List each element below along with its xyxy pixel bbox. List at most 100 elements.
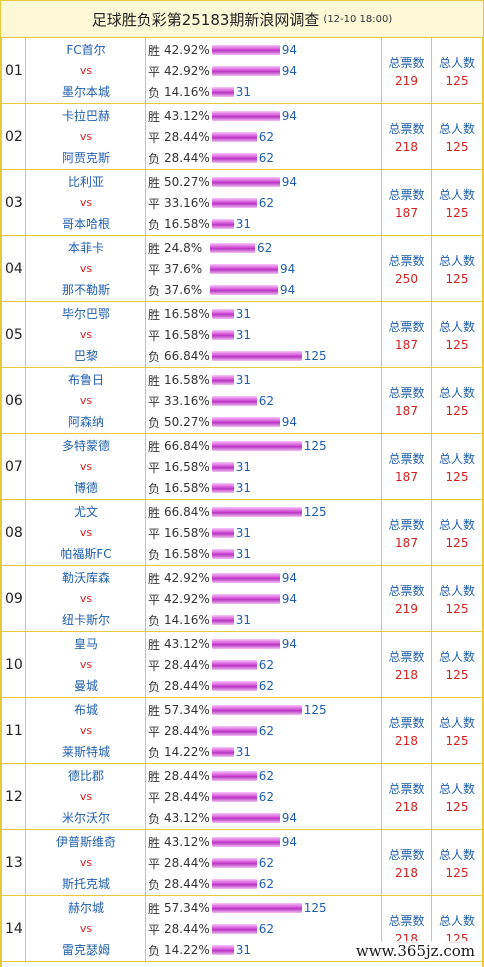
- away-team-link[interactable]: 博德: [73, 481, 98, 495]
- people-total-cell: 总人数 125: [432, 104, 482, 169]
- teams-cell: 毕尔巴鄂 vs 巴黎: [26, 302, 146, 367]
- away-team-link[interactable]: 巴黎: [73, 349, 98, 363]
- home-team-link[interactable]: 布城: [73, 703, 98, 717]
- ticket-total-cell: 总票数 187: [382, 368, 432, 433]
- match-number: 09: [2, 566, 26, 631]
- odds-row-lose: 负 16.58% 31: [148, 545, 251, 563]
- outcome-percent: 28.44%: [164, 130, 210, 144]
- outcome-label: 负: [148, 679, 161, 694]
- vs-label: vs: [79, 130, 93, 143]
- ticket-total-label: 总票数: [388, 452, 425, 466]
- ticket-total-cell: 总票数 187: [382, 500, 432, 565]
- ticket-total-value: 187: [395, 338, 418, 352]
- outcome-label: 胜: [148, 901, 161, 916]
- odds-cell: 胜 42.92% 94 平 42.92% 94 负 14.16% 31: [146, 38, 382, 103]
- vote-bar: [210, 264, 278, 274]
- ticket-total-value: 218: [395, 140, 418, 154]
- away-team-link[interactable]: 雷克瑟姆: [61, 943, 110, 957]
- odds-row-win: 胜 66.84% 125: [148, 503, 327, 521]
- match-row: 05 毕尔巴鄂 vs 巴黎 胜 16.58% 31 平 16.58% 31 负 66.84% 125 总票…: [2, 302, 482, 368]
- vote-bar: [211, 330, 234, 340]
- odds-row-draw: 平 28.44% 62: [148, 854, 274, 872]
- outcome-label: 平: [148, 592, 161, 607]
- home-team-link[interactable]: 尤文: [73, 505, 98, 519]
- vote-bar: [211, 549, 234, 559]
- away-team-link[interactable]: 阿森纳: [67, 415, 104, 429]
- away-team-link[interactable]: 米尔沃尔: [61, 811, 110, 825]
- away-team-link[interactable]: 哥本哈根: [61, 217, 110, 231]
- people-total-value: 125: [445, 272, 469, 286]
- vote-bar: [211, 771, 257, 781]
- people-total-value: 125: [445, 140, 469, 154]
- people-total-label: 总人数: [438, 320, 475, 334]
- odds-row-draw: 平 42.92% 94: [148, 590, 297, 608]
- home-team-link[interactable]: 多特蒙德: [61, 439, 110, 453]
- match-number: 10: [2, 632, 26, 697]
- ticket-total-label: 总票数: [388, 188, 425, 202]
- match-row: 09 勒沃库森 vs 纽卡斯尔 胜 42.92% 94 平 42.92% 94 负 14.16% 31 总…: [2, 566, 482, 632]
- vote-bar: [211, 813, 280, 823]
- people-total-cell: 总人数 125: [432, 830, 482, 895]
- odds-row-lose: 负 14.16% 31: [148, 83, 251, 101]
- match-number: 13: [2, 830, 26, 895]
- people-total-label: 总人数: [438, 584, 475, 598]
- home-team-link[interactable]: 德比郡: [67, 769, 104, 783]
- outcome-label: 胜: [148, 175, 161, 190]
- vote-bar: [211, 375, 234, 385]
- outcome-label: 平: [148, 262, 161, 277]
- vote-count: 31: [235, 613, 252, 627]
- home-team-link[interactable]: 勒沃库森: [61, 571, 110, 585]
- vote-bar: [211, 792, 257, 802]
- outcome-percent: 50.27%: [164, 415, 210, 429]
- odds-row-lose: 负 66.84% 125: [148, 347, 327, 365]
- odds-row-win: 胜 24.8% 62: [148, 239, 272, 257]
- home-team-link[interactable]: 本菲卡: [67, 241, 104, 255]
- outcome-percent: 37.6%: [164, 262, 203, 276]
- match-number-text: 01: [5, 62, 23, 79]
- away-team-link[interactable]: 墨尔本城: [61, 85, 110, 99]
- odds-row-lose: 负 28.44% 62: [148, 875, 274, 893]
- home-team-link[interactable]: 赫尔城: [67, 901, 104, 915]
- vote-count: 31: [235, 943, 252, 957]
- home-team-link[interactable]: 皇马: [73, 637, 98, 651]
- teams-cell: 赫尔城 vs 雷克瑟姆: [26, 896, 146, 961]
- vote-bar: [211, 66, 280, 76]
- outcome-label: 平: [148, 130, 161, 145]
- people-total-label: 总人数: [438, 56, 475, 70]
- away-team-link[interactable]: 莱斯特城: [61, 745, 110, 759]
- home-team-link[interactable]: FC首尔: [66, 43, 106, 57]
- ticket-total-label: 总票数: [388, 848, 425, 862]
- outcome-label: 胜: [148, 835, 161, 850]
- odds-cell: 胜 43.12% 94 平 28.44% 62 负 28.44% 62: [146, 632, 382, 697]
- home-team-link[interactable]: 布鲁日: [67, 373, 104, 387]
- vote-count: 94: [281, 64, 298, 78]
- outcome-label: 平: [148, 922, 161, 937]
- vote-bar: [211, 111, 280, 121]
- home-team-link[interactable]: 卡拉巴赫: [61, 109, 110, 123]
- outcome-percent: 33.16%: [164, 394, 210, 408]
- people-total-cell: 总人数 125: [432, 170, 482, 235]
- home-team-link[interactable]: 伊普斯维奇: [55, 835, 116, 849]
- away-team-link[interactable]: 纽卡斯尔: [61, 613, 110, 627]
- outcome-percent: 66.84%: [164, 505, 210, 519]
- home-team-link[interactable]: 毕尔巴鄂: [61, 307, 110, 321]
- ticket-total-cell: 总票数 187: [382, 170, 432, 235]
- away-team-link[interactable]: 阿贾克斯: [61, 151, 110, 165]
- away-team-link[interactable]: 斯托克城: [61, 877, 110, 891]
- vote-bar: [211, 198, 257, 208]
- people-total-label: 总人数: [438, 188, 475, 202]
- home-team-link[interactable]: 比利亚: [67, 175, 104, 189]
- teams-cell: 伊普斯维奇 vs 斯托克城: [26, 830, 146, 895]
- outcome-percent: 66.84%: [164, 349, 210, 363]
- page-title: 足球胜负彩第25183期新浪网调查: [91, 10, 320, 29]
- odds-row-win: 胜 43.12% 94: [148, 635, 297, 653]
- odds-cell: 胜 16.58% 31 平 16.58% 31 负 66.84% 125: [146, 302, 382, 367]
- away-team-link[interactable]: 帕福斯FC: [60, 547, 112, 561]
- people-total-label: 总人数: [438, 782, 475, 796]
- outcome-percent: 28.44%: [164, 151, 210, 165]
- people-total-cell: 总人数 125: [432, 566, 482, 631]
- odds-row-draw: 平 16.58% 31: [148, 326, 251, 344]
- people-total-value: 125: [445, 800, 469, 814]
- away-team-link[interactable]: 曼城: [73, 679, 98, 693]
- away-team-link[interactable]: 那不勒斯: [61, 283, 110, 297]
